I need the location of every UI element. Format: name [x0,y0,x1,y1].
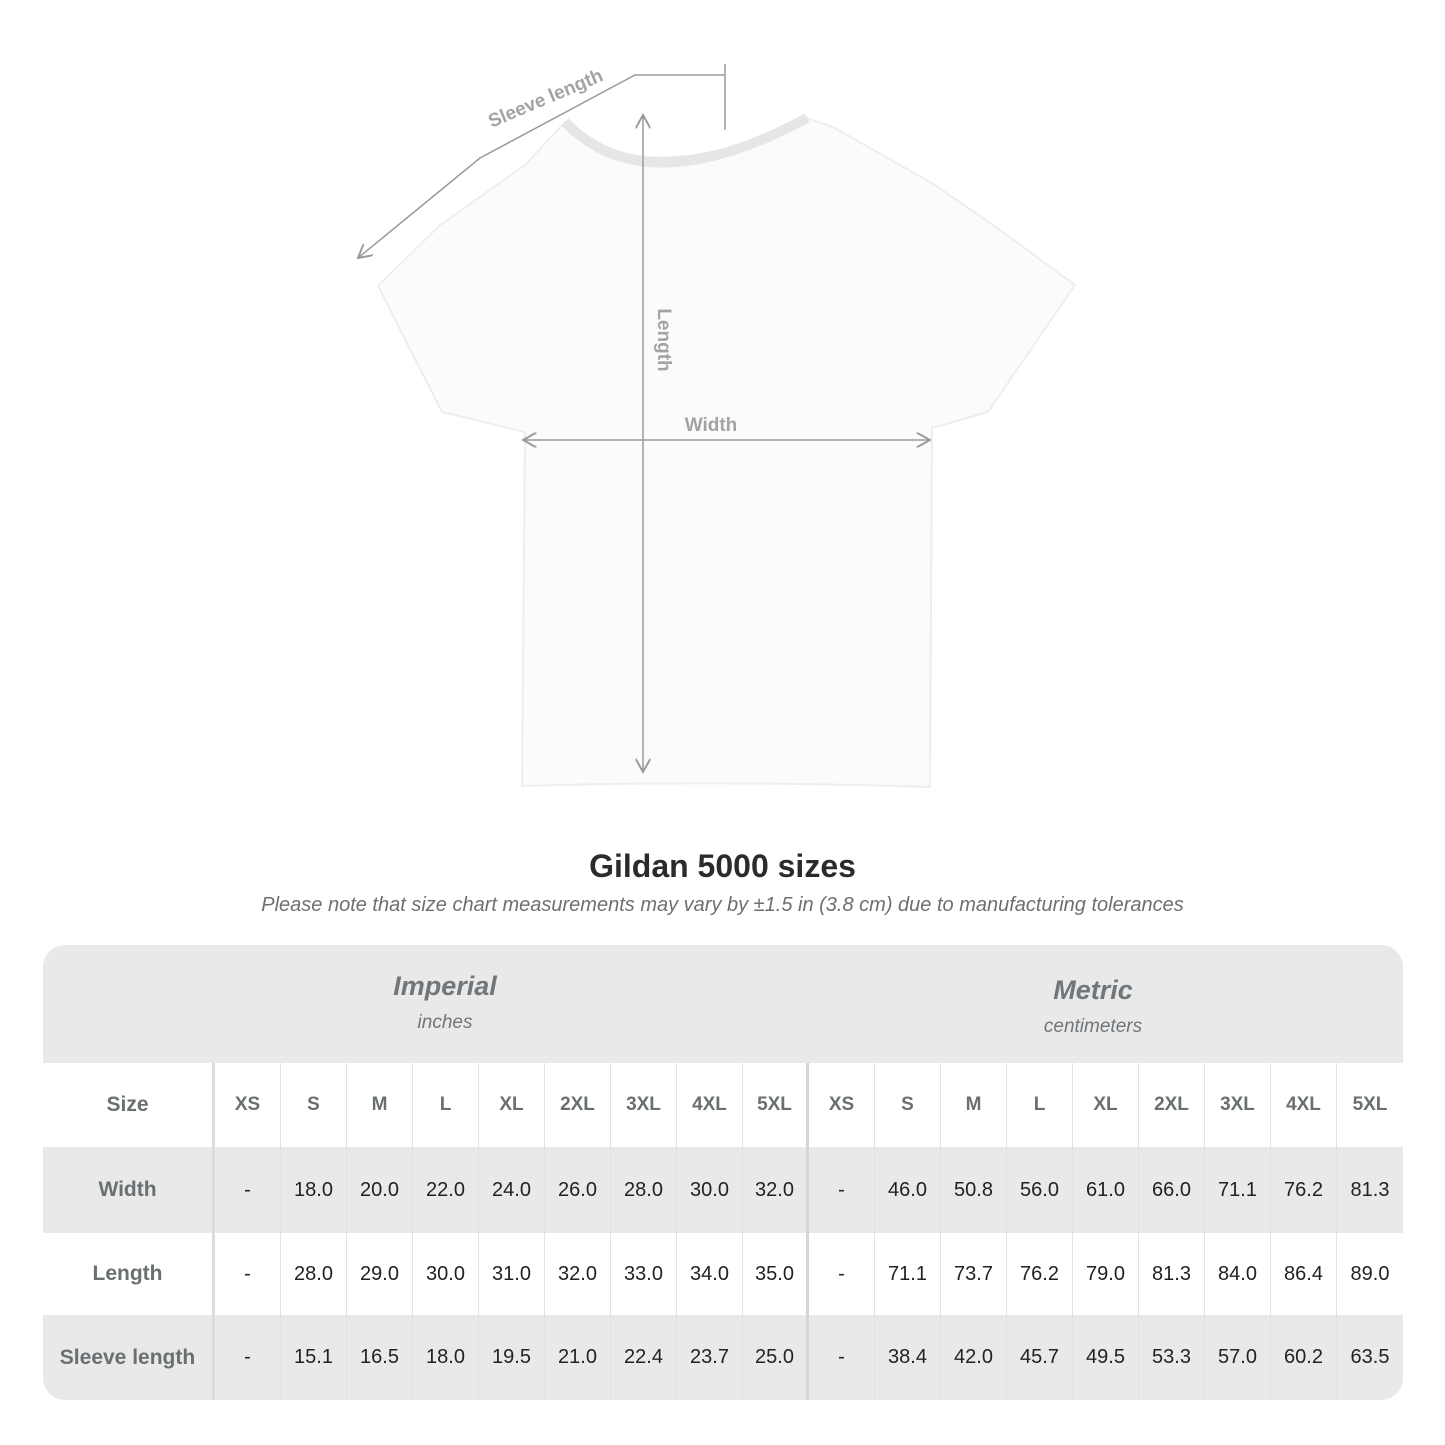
metric-cell: 84.0 [1205,1233,1271,1315]
metric-unit: centimeters [1043,1016,1143,1037]
metric-cell: 49.5 [1073,1315,1139,1400]
imperial-cell: 32.0 [743,1147,809,1233]
metric-cell: 53.3 [1139,1315,1205,1400]
imperial-size-xl: XL [479,1063,545,1147]
imperial-cell: 32.0 [545,1233,611,1315]
imperial-cell: 21.0 [545,1315,611,1400]
metric-cell: 57.0 [1205,1315,1271,1400]
imperial-cell: 33.0 [611,1233,677,1315]
sleeve-length-line [358,74,725,258]
imperial-size-4xl: 4XL [677,1063,743,1147]
imperial-cell: 19.5 [479,1315,545,1400]
metric-cell: 73.7 [941,1233,1007,1315]
metric-cell: 66.0 [1139,1147,1205,1233]
metric-size-4xl: 4XL [1271,1063,1337,1147]
metric-cell: 42.0 [941,1315,1007,1400]
metric-cell: - [809,1147,875,1233]
tolerance-note: Please note that size chart measurements… [261,894,1184,916]
tshirt-shape [376,116,1077,789]
imperial-cell: 28.0 [611,1147,677,1233]
metric-size-3xl: 3XL [1205,1063,1271,1147]
imperial-cell: 23.7 [677,1315,743,1400]
imperial-size-5xl: 5XL [743,1063,809,1147]
metric-cell: 71.1 [1205,1147,1271,1233]
metric-cell: - [809,1315,875,1400]
metric-cell: 79.0 [1073,1233,1139,1315]
imperial-cell: 28.0 [281,1233,347,1315]
imperial-size-xs: XS [215,1063,281,1147]
metric-cell: 63.5 [1350,1346,1390,1368]
imperial-cell: 29.0 [347,1233,413,1315]
imperial-cell: - [215,1315,281,1400]
metric-cell: 46.0 [875,1147,941,1233]
table-row: Width -18.0 20.0 22.0 24.0 26.0 28.0 30.0 32.0-4… [43,1147,1403,1233]
metric-cell: - [809,1233,875,1315]
imperial-cell: 34.0 [677,1233,743,1315]
metric-cell: 81.3 [1350,1178,1390,1201]
table-row: Sleeve length -15.1 16.5 18.0 19.5 21.0 22.4 23… [43,1315,1403,1400]
metric-cell: 76.2 [1007,1233,1073,1315]
tshirt-diagram: Sleeve length Length Width [0,64,1077,789]
row-label: Width [43,1147,215,1233]
imperial-size-s: S [281,1063,347,1147]
metric-cell: 71.1 [875,1233,941,1315]
metric-cell: 60.2 [1271,1315,1337,1400]
imperial-size-2xl: 2XL [545,1063,611,1147]
metric-size-s: S [875,1063,941,1147]
metric-cell: 76.2 [1271,1147,1337,1233]
imperial-cell: 30.0 [413,1233,479,1315]
imperial-unit: inches [417,1012,473,1033]
size-table: Imperial inches Metric centimeters Size X… [43,945,1403,1400]
metric-cell: 45.7 [1007,1315,1073,1400]
imperial-cell: 16.5 [347,1315,413,1400]
metric-size-2xl: 2XL [1139,1063,1205,1147]
imperial-cell: 35.0 [743,1233,809,1315]
metric-size-xs: XS [809,1063,875,1147]
imperial-header: Imperial inches [215,971,675,1089]
imperial-cell: 26.0 [545,1147,611,1233]
metric-header: Metric centimeters [863,975,1323,1093]
page-title: Gildan 5000 sizes [589,848,856,884]
metric-cell: 81.3 [1139,1233,1205,1315]
imperial-cell: 22.4 [611,1315,677,1400]
row-label: Sleeve length [43,1315,215,1400]
imperial-cell: 15.1 [281,1315,347,1400]
imperial-cell: 22.0 [413,1147,479,1233]
imperial-title: Imperial [393,971,497,1001]
metric-cell: 61.0 [1073,1147,1139,1233]
length-label: Length [653,308,674,371]
row-label: Length [43,1233,215,1315]
imperial-size-m: M [347,1063,413,1147]
metric-cell: 89.0 [1350,1262,1390,1285]
metric-size-5xl: 5XL [1352,1094,1388,1115]
header-band [43,945,1403,1063]
imperial-cell: 18.0 [413,1315,479,1400]
imperial-cell: - [215,1233,281,1315]
metric-title: Metric [1053,975,1133,1005]
imperial-cell: 18.0 [281,1147,347,1233]
imperial-cell: 24.0 [479,1147,545,1233]
imperial-size-3xl: 3XL [611,1063,677,1147]
imperial-cell: 20.0 [347,1147,413,1233]
imperial-cell: 30.0 [677,1147,743,1233]
table-row: Length -28.0 29.0 30.0 31.0 32.0 33.0 34.0 35.0-… [43,1233,1403,1315]
imperial-cell: 25.0 [743,1315,809,1400]
size-label: Size [43,1063,215,1147]
width-label: Width [685,415,738,436]
metric-cell: 50.8 [941,1147,1007,1233]
metric-cell: 38.4 [875,1315,941,1400]
metric-size-xl: XL [1073,1063,1139,1147]
imperial-cell: - [215,1147,281,1233]
metric-size-l: L [1007,1063,1073,1147]
metric-size-m: M [941,1063,1007,1147]
metric-cell: 56.0 [1007,1147,1073,1233]
imperial-size-l: L [413,1063,479,1147]
metric-cell: 86.4 [1271,1233,1337,1315]
imperial-cell: 31.0 [479,1233,545,1315]
size-header-row: Size XS S M L XL 2XL 3XL 4XL 5XL XS S M L XL 2XL 3XL 4XL 5… [43,1063,1403,1147]
collar [561,113,810,168]
